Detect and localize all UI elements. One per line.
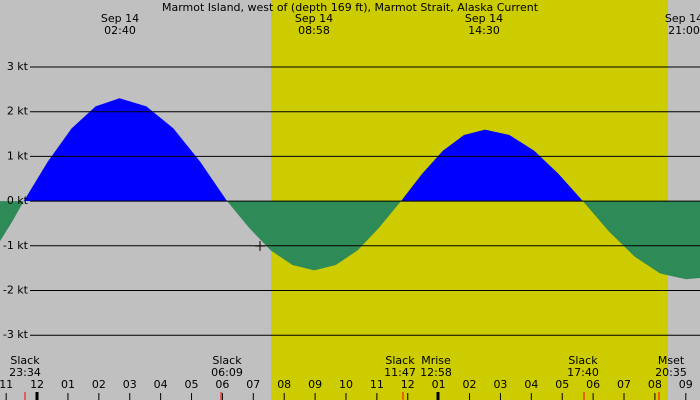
x-tick-label: 12 [30, 378, 44, 391]
x-tick-label: 11 [0, 378, 13, 391]
x-tick-label: 08 [648, 378, 662, 391]
event-time: 17:40 [567, 366, 599, 379]
x-tick-label: 05 [185, 378, 199, 391]
event-time: 14:30 [468, 24, 500, 37]
event-date: Sep 14 [295, 12, 333, 25]
y-tick-label: -3 kt [3, 328, 29, 341]
y-tick-label: 0 kt [7, 194, 29, 207]
event-label: Slack [385, 354, 415, 367]
event-ticks [24, 392, 660, 400]
event-time: 21:00 [668, 24, 700, 37]
event-label: Mset [658, 354, 685, 367]
event-label: Slack [212, 354, 242, 367]
event-label: Slack [10, 354, 40, 367]
event-date: Sep 14 [665, 12, 700, 25]
x-tick-label: 02 [463, 378, 477, 391]
x-tick-label: 01 [61, 378, 75, 391]
flood-area [0, 98, 700, 202]
event-time: 11:47 [384, 366, 416, 379]
y-tick-label: -2 kt [3, 284, 29, 297]
x-tick-label: 03 [493, 378, 507, 391]
x-tick-label: 06 [215, 378, 229, 391]
x-tick-label: 01 [432, 378, 446, 391]
x-tick-label: 03 [123, 378, 137, 391]
ebb-area [0, 201, 700, 280]
event-time: 12:58 [420, 366, 452, 379]
event-time: 02:40 [104, 24, 136, 37]
event-time: 20:35 [655, 366, 687, 379]
chart-title: Marmot Island, west of (depth 169 ft), M… [162, 1, 539, 14]
x-tick-label: 07 [617, 378, 631, 391]
x-tick-label: 09 [308, 378, 322, 391]
x-tick-label: 02 [92, 378, 106, 391]
x-tick-label: 07 [246, 378, 260, 391]
y-tick-label: 3 kt [7, 60, 29, 73]
event-time: 06:09 [211, 366, 243, 379]
y-tick-label: 1 kt [7, 149, 29, 162]
event-time: 23:34 [9, 366, 41, 379]
x-tick-label: 04 [154, 378, 168, 391]
y-tick-label: -1 kt [3, 239, 29, 252]
event-label: Mrise [421, 354, 451, 367]
x-tick-label: 12 [401, 378, 415, 391]
x-tick-label: 10 [339, 378, 353, 391]
x-tick-label: 11 [370, 378, 384, 391]
x-tick-label: 04 [524, 378, 538, 391]
x-tick-label: 08 [277, 378, 291, 391]
event-label: Slack [568, 354, 598, 367]
x-tick-label: 05 [555, 378, 569, 391]
x-tick-label: 06 [586, 378, 600, 391]
y-tick-label: 2 kt [7, 105, 29, 118]
event-date: Sep 14 [465, 12, 503, 25]
x-tick-label: 09 [679, 378, 693, 391]
event-date: Sep 14 [101, 12, 139, 25]
event-time: 08:58 [298, 24, 330, 37]
plot [0, 98, 700, 280]
